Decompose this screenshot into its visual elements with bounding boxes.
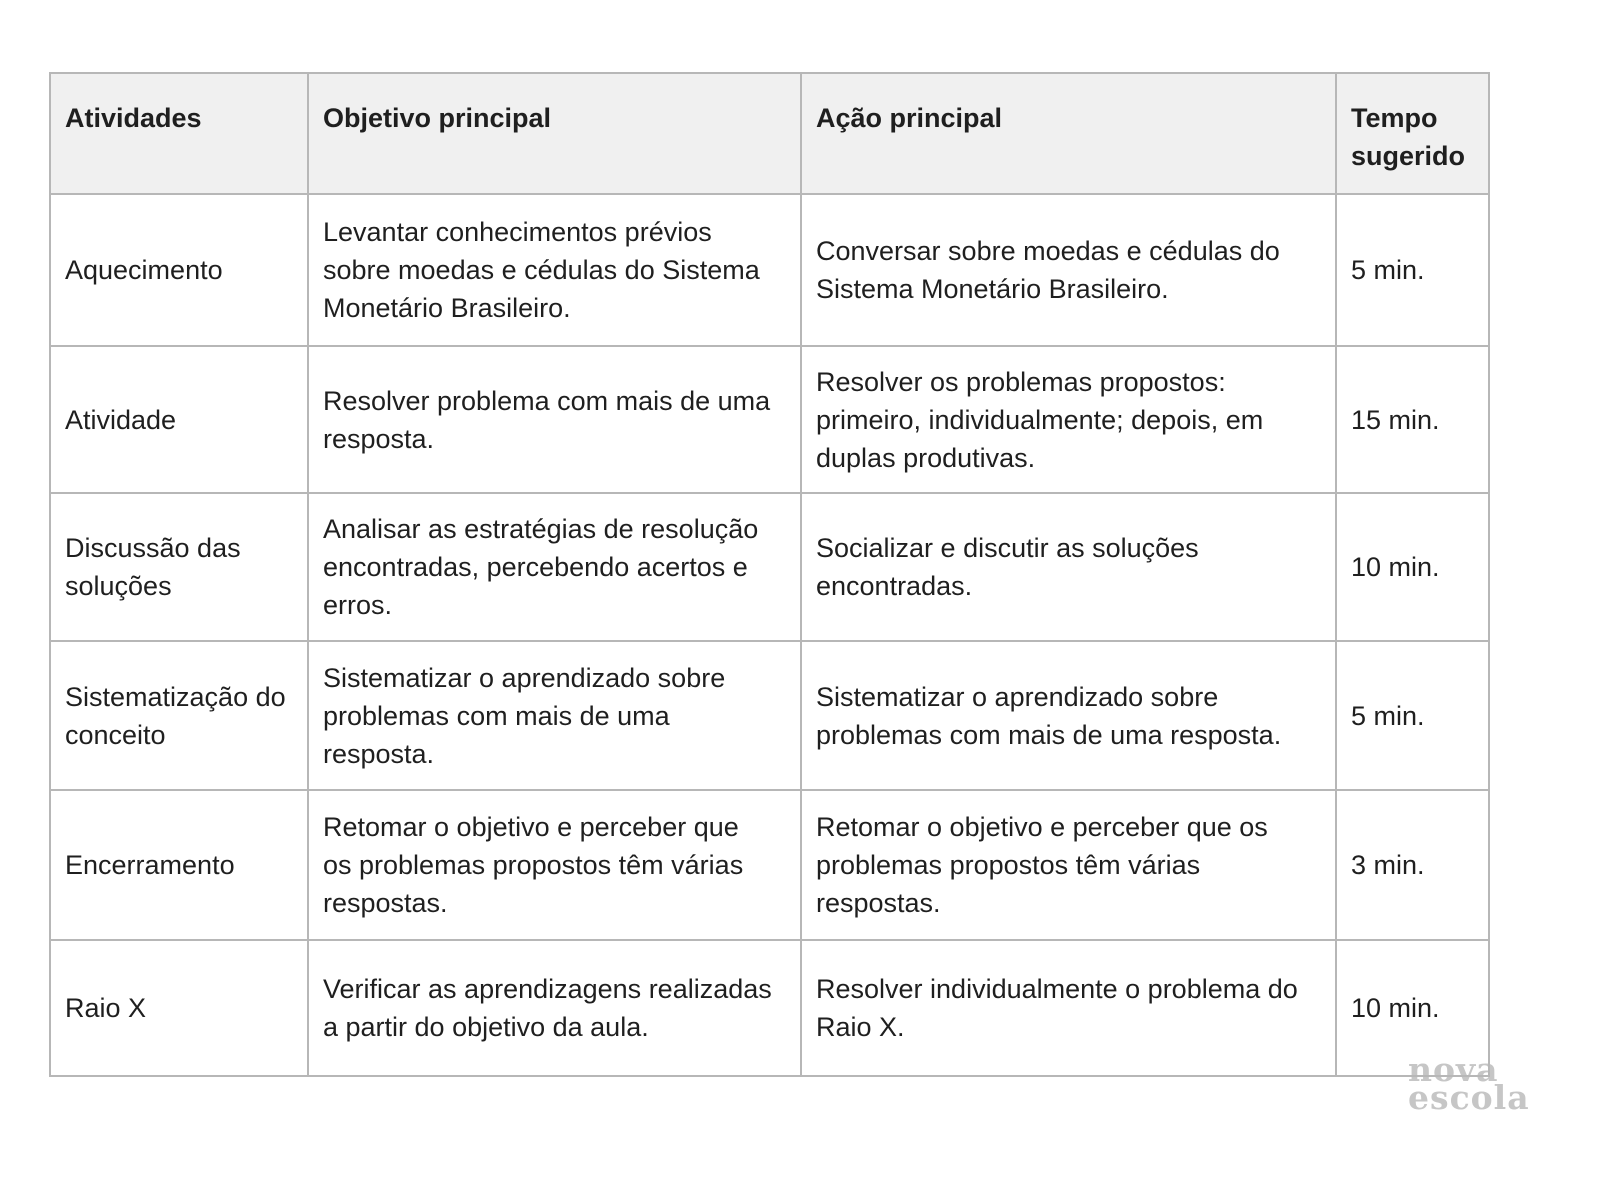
header-atividades: Atividades <box>49 72 309 195</box>
cell-acao: Retomar o objetivo e perceber que os pro… <box>800 789 1337 941</box>
activities-table-body: Atividades Objetivo principal Ação princ… <box>49 72 1490 1077</box>
cell-acao: Sistematizar o aprendizado sobre problem… <box>800 640 1337 791</box>
cell-atividade: Atividade <box>49 345 309 494</box>
cell-atividade: Raio X <box>49 939 309 1077</box>
cell-atividade: Aquecimento <box>49 193 309 347</box>
cell-tempo: 10 min. <box>1335 492 1490 642</box>
cell-atividade: Encerramento <box>49 789 309 941</box>
table-row: Aquecimento Levantar conhecimentos prévi… <box>49 193 1490 347</box>
cell-acao: Socializar e discutir as soluções encont… <box>800 492 1337 642</box>
cell-acao: Resolver os problemas propostos: primeir… <box>800 345 1337 494</box>
table-row: Raio X Verificar as aprendizagens realiz… <box>49 939 1490 1077</box>
cell-tempo: 15 min. <box>1335 345 1490 494</box>
cell-tempo: 5 min. <box>1335 640 1490 791</box>
cell-tempo: 10 min. <box>1335 939 1490 1077</box>
table-row: Discussão das soluções Analisar as estra… <box>49 492 1490 642</box>
header-row: Atividades Objetivo principal Ação princ… <box>49 72 1490 195</box>
cell-objetivo: Resolver problema com mais de uma respos… <box>307 345 802 494</box>
table-row: Atividade Resolver problema com mais de … <box>49 345 1490 494</box>
table-row: Encerramento Retomar o objetivo e perceb… <box>49 789 1490 941</box>
cell-objetivo: Analisar as estratégias de resolução enc… <box>307 492 802 642</box>
activities-table: Atividades Objetivo principal Ação princ… <box>49 72 1490 1077</box>
table-row: Sistematização do conceito Sistematizar … <box>49 640 1490 791</box>
header-tempo-sugerido: Tempo sugerido <box>1335 72 1490 195</box>
nova-escola-logo-line2: escola <box>1408 1078 1530 1117</box>
cell-atividade: Discussão das soluções <box>49 492 309 642</box>
cell-objetivo: Sistematizar o aprendizado sobre problem… <box>307 640 802 791</box>
cell-objetivo: Verificar as aprendizagens realizadas a … <box>307 939 802 1077</box>
cell-objetivo: Retomar o objetivo e perceber que os pro… <box>307 789 802 941</box>
cell-atividade: Sistematização do conceito <box>49 640 309 791</box>
cell-objetivo: Levantar conhecimentos prévios sobre moe… <box>307 193 802 347</box>
cell-acao: Conversar sobre moedas e cédulas do Sist… <box>800 193 1337 347</box>
cell-tempo: 3 min. <box>1335 789 1490 941</box>
cell-acao: Resolver individualmente o problema do R… <box>800 939 1337 1077</box>
cell-tempo: 5 min. <box>1335 193 1490 347</box>
header-objetivo-principal: Objetivo principal <box>307 72 802 195</box>
header-acao-principal: Ação principal <box>800 72 1337 195</box>
